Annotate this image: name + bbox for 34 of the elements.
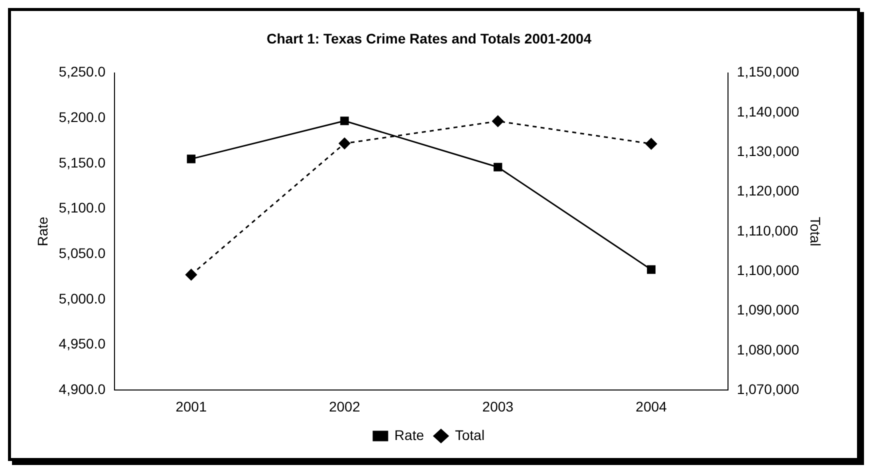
legend-label: Rate	[394, 426, 424, 443]
y-tick-label: 5,050.0	[58, 245, 106, 262]
y2-tick-label: 1,100,000	[736, 262, 800, 278]
chart-title: Chart 1: Texas Crime Rates and Totals 2001-2004	[266, 30, 592, 46]
x-tick-label: 2001	[176, 398, 207, 414]
y2-tick-label: 1,070,000	[736, 381, 800, 398]
y-tick-label: 5,250.0	[58, 64, 106, 80]
point	[186, 154, 196, 164]
y-axis-title: Rate	[34, 216, 50, 246]
y-tick-label: 4,950.0	[58, 336, 106, 352]
y2-tick-label: 1,120,000	[736, 182, 800, 199]
y2-tick-label: 1,090,000	[736, 302, 800, 318]
point	[645, 138, 657, 150]
point	[185, 268, 197, 280]
y-tick-label: 5,200.0	[58, 109, 106, 125]
x-tick-label: 2002	[328, 398, 360, 414]
y2-axis-title: Total	[808, 216, 824, 246]
point	[492, 115, 504, 127]
y-tick-label: 5,150.0	[58, 154, 106, 170]
point	[338, 138, 350, 150]
y-tick-label: 5,100.0	[58, 200, 106, 216]
y2-tick-label: 1,080,000	[736, 341, 800, 358]
y-tick-label: 4,900.0	[58, 381, 106, 398]
y2-tick-label: 1,140,000	[736, 103, 800, 120]
y-tick-label: 5,000.0	[58, 290, 106, 306]
legend-label: Total	[455, 426, 485, 443]
point	[494, 162, 502, 172]
y2-tick-label: 1,150,000	[736, 64, 800, 80]
x-tick-label: 2004	[636, 398, 668, 414]
y2-tick-label: 1,110,000	[736, 222, 798, 238]
x-tick-label: 2003	[482, 398, 514, 414]
point	[646, 265, 656, 274]
point	[340, 116, 349, 126]
y2-tick-label: 1,130,000	[736, 143, 800, 160]
